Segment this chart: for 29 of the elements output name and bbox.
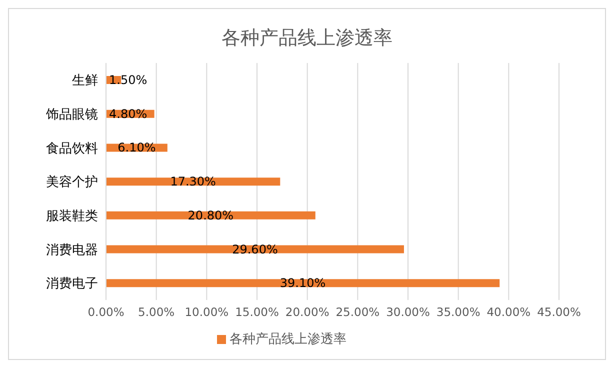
y-tick-label: 饰品眼镜 — [45, 107, 98, 122]
x-tick-label: 30.00% — [386, 305, 430, 320]
bar — [106, 279, 500, 288]
y-tick-label: 消费电子 — [46, 276, 98, 292]
y-tick-label: 消费电器 — [46, 242, 98, 258]
x-tick-label: 5.00% — [138, 305, 175, 320]
x-tick-label: 45.00% — [537, 305, 581, 320]
x-tick-label: 15.00% — [235, 305, 279, 320]
data-label: 4.80% — [109, 106, 148, 121]
chart-title: 各种产品线上渗透率 — [220, 26, 394, 51]
y-tick-label: 美容个护 — [46, 174, 98, 190]
data-label: 17.30% — [170, 174, 216, 189]
x-tick-label: 25.00% — [336, 305, 380, 320]
x-tick-label: 10.00% — [184, 305, 229, 320]
y-tick-label: 食品饮料 — [46, 141, 98, 156]
x-tick-label: 0.00% — [88, 305, 124, 320]
x-tick-label: 20.00% — [285, 305, 330, 320]
data-label: 29.60% — [232, 242, 278, 256]
data-label: 39.10% — [280, 276, 326, 290]
legend-label: 各种产品线上渗透率 — [230, 332, 346, 347]
y-tick-label: 服装鞋类 — [46, 208, 98, 224]
bar — [106, 245, 404, 254]
bar — [106, 178, 280, 186]
y-tick-label: 生鲜 — [72, 74, 98, 89]
x-tick-label: 40.00% — [486, 305, 531, 320]
data-label: 20.80% — [188, 208, 234, 222]
data-label: 6.10% — [118, 140, 156, 155]
x-tick-label: 35.00% — [436, 305, 480, 320]
bar — [106, 211, 316, 220]
